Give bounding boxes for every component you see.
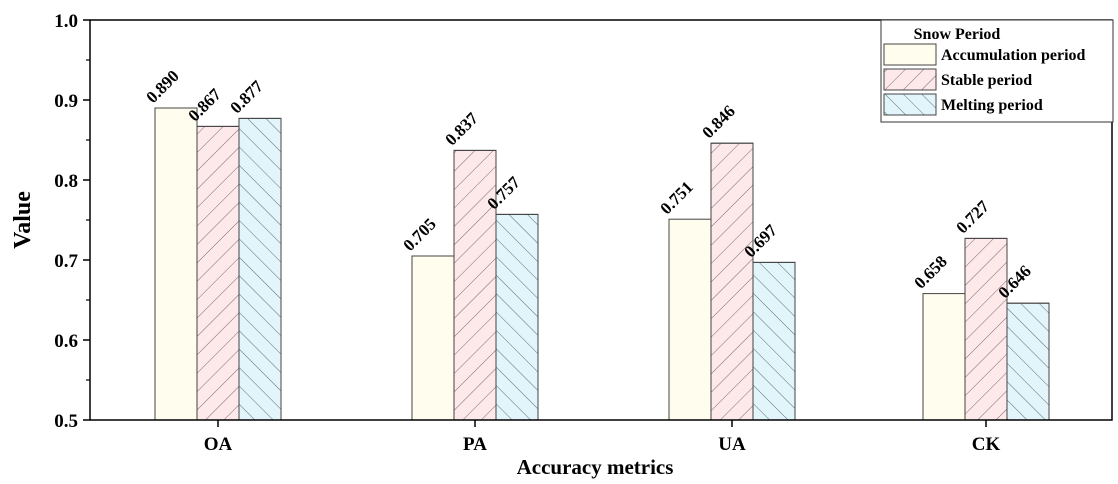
x-tick-label: OA [204,434,233,455]
bar-hatch [752,261,796,421]
data-label: 0.837 [441,108,482,149]
data-label: 0.867 [184,84,225,125]
data-label: 0.890 [142,66,182,106]
bar-hatch [710,142,754,421]
data-label: 0.705 [399,214,439,254]
bar-hatch [495,213,539,421]
data-label: 0.846 [698,102,738,142]
legend-swatch [883,43,937,66]
data-label: 0.658 [910,252,950,292]
legend-label: Accumulation period [941,47,1086,64]
bar-hatch [453,149,497,421]
bar [411,255,455,421]
data-label: 0.877 [226,76,267,117]
x-axis-label: Accuracy metrics [517,455,674,479]
y-tick-label: 0.5 [54,411,78,432]
legend-label: Stable period [941,72,1032,89]
x-tick-label: CK [972,434,1001,455]
data-label: 0.751 [656,178,696,218]
bar [922,293,966,421]
y-tick-label: 0.6 [54,331,78,352]
legend-title: Snow Period [914,26,1001,43]
x-tick-label: UA [718,434,746,455]
y-tick-label: 0.7 [54,251,78,272]
legend: Snow Period Accumulation period Stable pe… [880,19,1114,123]
y-tick-label: 0.9 [54,91,78,112]
data-label: 0.727 [952,196,993,237]
bar [154,107,198,421]
bar-hatch [238,117,282,421]
y-axis-label: Value [10,191,36,249]
bar-hatch [1006,302,1050,421]
legend-swatch-hatch [883,68,937,91]
legend-swatch-hatch [883,93,937,116]
y-tick-label: 0.8 [54,171,78,192]
bar-hatch [964,237,1008,421]
bar-hatch [196,125,240,421]
legend-label: Melting period [941,97,1043,114]
y-tick-label: 1.0 [54,11,78,32]
bar [668,218,712,421]
x-tick-label: PA [463,434,487,455]
